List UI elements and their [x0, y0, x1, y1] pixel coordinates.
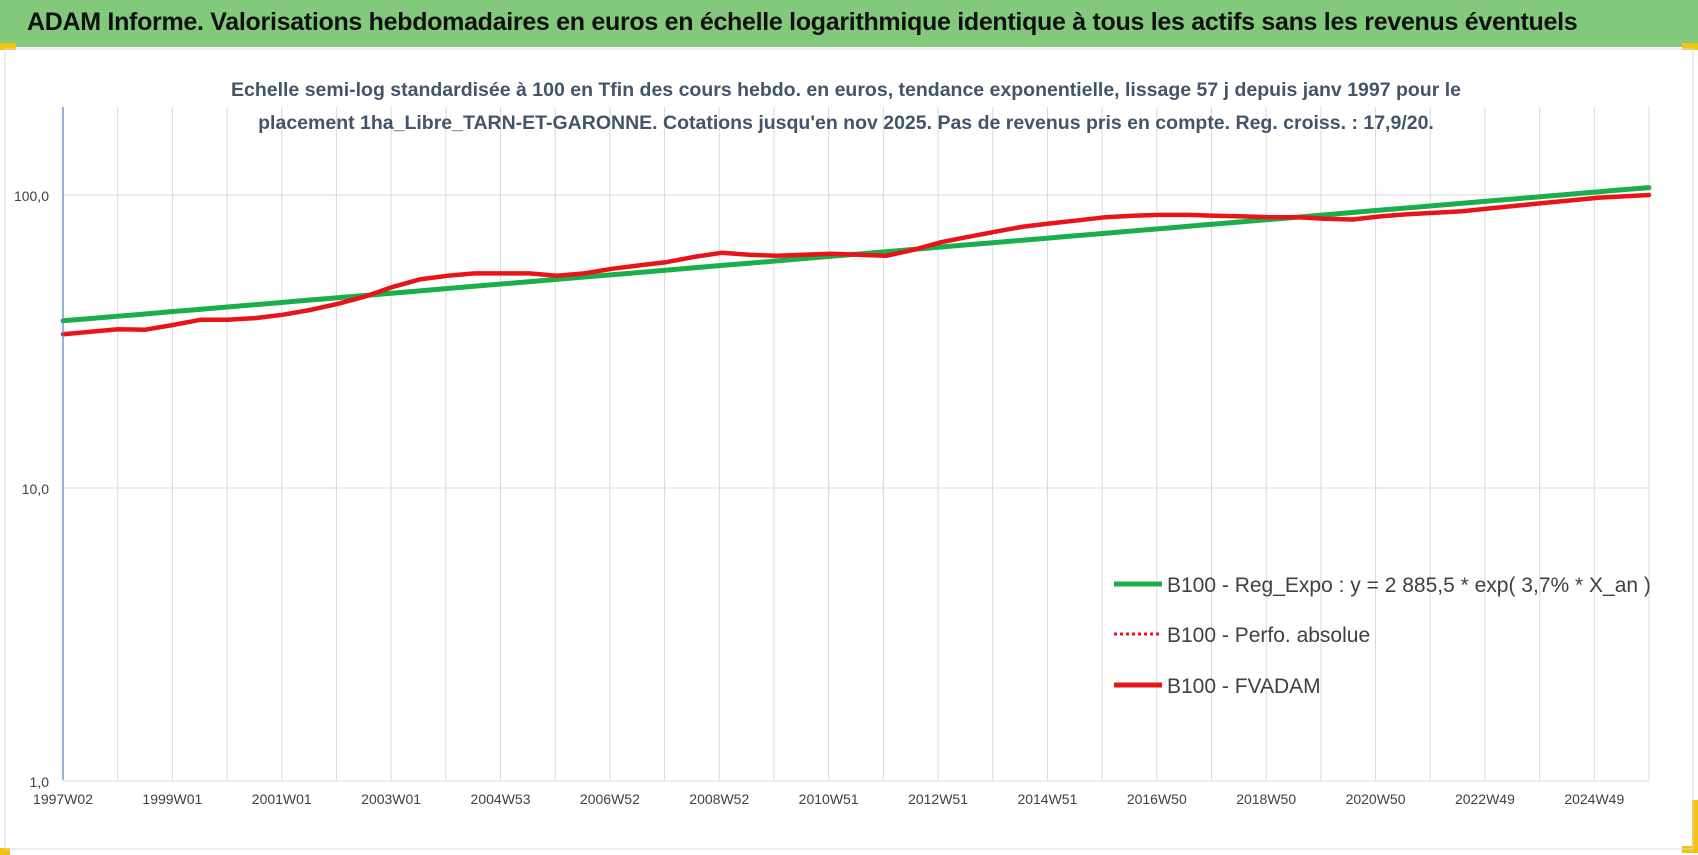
- x-tick-label: 2022W49: [1455, 791, 1515, 807]
- corner-accent-top-right: [1682, 43, 1698, 50]
- header-bar: ADAM Informe. Valorisations hebdomadaire…: [0, 0, 1698, 47]
- chart-svg: 1,0 10,0 100,0 1997W02 1999W01 2001W01 2003W01…: [4, 48, 1694, 850]
- y-tick-label: 10,0: [22, 481, 49, 497]
- chart-border: [4, 48, 1694, 850]
- x-tick-label: 2014W51: [1017, 791, 1077, 807]
- x-tick-label: 2004W53: [471, 791, 531, 807]
- chart-area: 1,0 10,0 100,0 1997W02 1999W01 2001W01 2003W01…: [0, 47, 1698, 855]
- chart-title-line-2: placement 1ha_Libre_TARN-ET-GARONNE. Cot…: [258, 112, 1434, 134]
- series-layer: [60, 185, 1652, 337]
- x-tick-label: 2012W51: [908, 791, 968, 807]
- legend-label-fvadam: B100 - FVADAM: [1167, 675, 1321, 698]
- x-tick-label: 2006W52: [580, 791, 640, 807]
- x-tick-label: 2018W50: [1236, 791, 1296, 807]
- x-tick-label: 2001W01: [252, 791, 312, 807]
- x-tick-label: 1999W01: [142, 791, 202, 807]
- x-tick-label: 2003W01: [361, 791, 421, 807]
- corner-accent-bottom-left: [0, 848, 10, 855]
- grid-layer: [62, 107, 1650, 782]
- legend: B100 - Reg_Expo : y = 2 885,5 * exp( 3,7…: [1114, 574, 1651, 698]
- y-tick-label: 100,0: [14, 188, 49, 204]
- series-line-fvadam: [60, 192, 1652, 337]
- y-tick-label: 1,0: [30, 774, 50, 790]
- axis-layer: 1,0 10,0 100,0 1997W02 1999W01 2001W01 2003W01…: [14, 107, 1624, 807]
- corner-accent-top-left: [0, 43, 16, 50]
- x-tick-label: 2008W52: [689, 791, 749, 807]
- x-tick-label: 2020W50: [1346, 791, 1406, 807]
- chart-title-line-1: Echelle semi-log standardisée à 100 en T…: [231, 79, 1461, 101]
- chart-title-group: Echelle semi-log standardisée à 100 en T…: [231, 79, 1461, 134]
- legend-label-reg-expo: B100 - Reg_Expo : y = 2 885,5 * exp( 3,7…: [1167, 574, 1651, 597]
- x-tick-label: 2016W50: [1127, 791, 1187, 807]
- x-tick-label: 1997W02: [33, 791, 93, 807]
- legend-label-perfo-absolue: B100 - Perfo. absolue: [1167, 624, 1370, 647]
- x-tick-label: 2010W51: [799, 791, 859, 807]
- corner-accent-bottom-right: [1692, 800, 1698, 850]
- x-tick-label: 2024W49: [1564, 791, 1624, 807]
- header-title: ADAM Informe. Valorisations hebdomadaire…: [27, 8, 1578, 36]
